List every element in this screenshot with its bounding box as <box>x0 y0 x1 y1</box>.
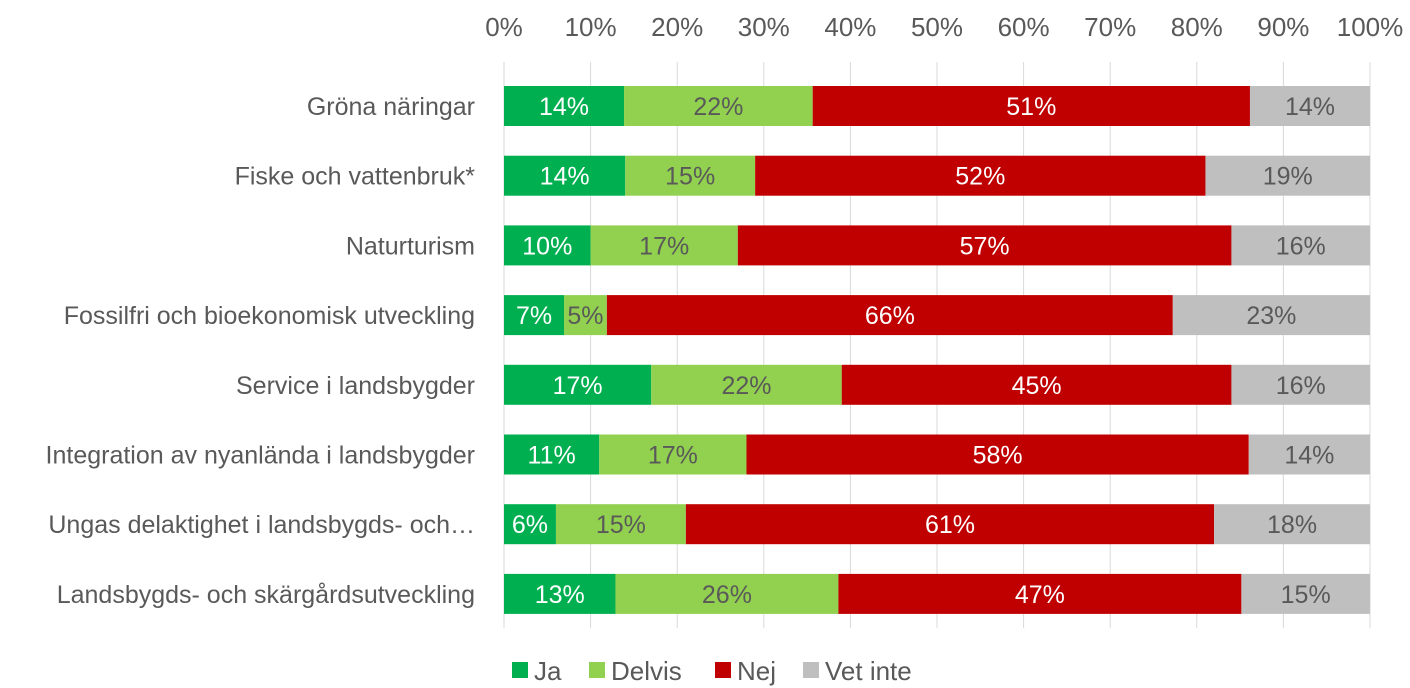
bar-segment-nej <box>685 504 1215 545</box>
legend-swatch <box>803 662 819 678</box>
bar-segment-ja <box>504 295 565 336</box>
bar-segment-ja <box>504 573 616 614</box>
data-label: 61% <box>925 511 975 539</box>
bar-segment-ja <box>504 225 591 266</box>
data-label: 10% <box>522 232 572 260</box>
bar-segment-delvis <box>615 573 839 614</box>
data-label: 5% <box>567 302 603 330</box>
bar-segment-delvis <box>564 295 607 336</box>
data-label: 22% <box>693 93 743 121</box>
x-tick-label: 10% <box>565 12 617 42</box>
bar-segment-ja <box>504 434 600 475</box>
legend-swatch <box>512 662 528 678</box>
data-label: 17% <box>553 372 603 400</box>
category-label: Fossilfri och bioekonomisk utveckling <box>64 302 475 330</box>
legend-label: Nej <box>737 656 776 686</box>
category-label: Naturturism <box>346 232 475 260</box>
data-label: 13% <box>535 581 585 609</box>
data-label: 66% <box>865 302 915 330</box>
bar-segment-nej <box>755 155 1206 196</box>
category-label: Fiske och vattenbruk* <box>235 163 476 191</box>
legend-label: Delvis <box>611 656 682 686</box>
bar-segment-vet-inte <box>1172 295 1370 336</box>
x-tick-label: 80% <box>1171 12 1223 42</box>
legend-label: Vet inte <box>825 656 912 686</box>
category-label: Ungas delaktighet i landsbygds- och… <box>48 511 475 539</box>
x-tick-label: 100% <box>1337 12 1404 42</box>
data-label: 14% <box>540 163 590 191</box>
x-tick-label: 50% <box>911 12 963 42</box>
data-label: 47% <box>1015 581 1065 609</box>
x-tick-label: 20% <box>651 12 703 42</box>
legend-label: Ja <box>534 656 562 686</box>
data-label: 15% <box>1281 581 1331 609</box>
bar-segment-vet-inte <box>1241 573 1370 614</box>
legend: Ja Delvis Nej Vet inte <box>512 656 912 686</box>
category-label: Gröna näringar <box>307 93 475 121</box>
bar-segment-nej <box>838 573 1242 614</box>
data-label: 7% <box>516 302 552 330</box>
data-label: 58% <box>973 442 1023 470</box>
bar-segment-ja <box>504 86 625 126</box>
category-label: Service i landsbygder <box>236 372 475 400</box>
bar-segment-ja <box>504 504 556 545</box>
bar-segment-vet-inte <box>1249 86 1370 126</box>
category-labels: Gröna näringar Fiske och vattenbruk* Natur… <box>46 93 476 609</box>
x-tick-label: 40% <box>824 12 876 42</box>
legend-swatch <box>715 662 731 678</box>
x-tick-label: 60% <box>998 12 1050 42</box>
data-label: 57% <box>960 232 1010 260</box>
x-tick-label: 0% <box>485 12 523 42</box>
bar-segment-ja <box>504 364 652 405</box>
data-label: 16% <box>1276 232 1326 260</box>
data-label: 45% <box>1012 372 1062 400</box>
bar-segment-delvis <box>651 364 842 405</box>
bar-segment-vet-inte <box>1231 364 1370 405</box>
data-label: 16% <box>1276 372 1326 400</box>
bar-segment-nej <box>746 434 1249 475</box>
data-label: 51% <box>1006 93 1056 121</box>
data-label: 19% <box>1263 163 1313 191</box>
data-label: 18% <box>1267 511 1317 539</box>
data-label: 11% <box>528 442 576 470</box>
bar-segment-nej <box>737 225 1232 266</box>
bar-segment-delvis <box>599 434 747 475</box>
data-label: 17% <box>648 442 698 470</box>
category-label: Landsbygds- och skärgårdsutveckling <box>57 581 475 609</box>
bar-segment-nej <box>606 295 1173 336</box>
x-tick-label: 70% <box>1084 12 1136 42</box>
x-axis-ticks: 0% 10% 20% 30% 40% 50% 60% 70% 80% 90% 100% <box>485 12 1403 42</box>
bar-segment-vet-inte <box>1205 155 1370 196</box>
data-label: 14% <box>1285 93 1335 121</box>
bar-segment-vet-inte <box>1248 434 1370 475</box>
data-label: 14% <box>1284 442 1334 470</box>
bar-segment-delvis <box>624 86 813 126</box>
bar-segment-nej <box>812 86 1250 126</box>
data-label: 23% <box>1246 302 1296 330</box>
data-label: 14% <box>539 93 589 121</box>
x-tick-label: 30% <box>738 12 790 42</box>
data-label: 15% <box>596 511 646 539</box>
data-label: 6% <box>512 511 548 539</box>
legend-swatch <box>589 662 605 678</box>
data-label: 52% <box>955 163 1005 191</box>
bars: 14% 22% 51% 14% 14% 15% 52% 19% 10% 17% 57% 16% 7% 5%… <box>504 86 1370 614</box>
bar-segment-vet-inte <box>1214 504 1370 545</box>
data-label: 17% <box>639 232 689 260</box>
bar-segment-ja <box>504 155 626 196</box>
bar-segment-delvis <box>625 155 756 196</box>
data-label: 22% <box>721 372 771 400</box>
bar-segment-delvis <box>590 225 738 266</box>
data-label: 15% <box>665 163 715 191</box>
bar-segment-nej <box>841 364 1232 405</box>
x-tick-label: 90% <box>1257 12 1309 42</box>
bar-segment-vet-inte <box>1231 225 1370 266</box>
category-label: Integration av nyanlända i landsbygder <box>46 442 475 470</box>
bar-segment-delvis <box>555 504 686 545</box>
data-label: 26% <box>702 581 752 609</box>
